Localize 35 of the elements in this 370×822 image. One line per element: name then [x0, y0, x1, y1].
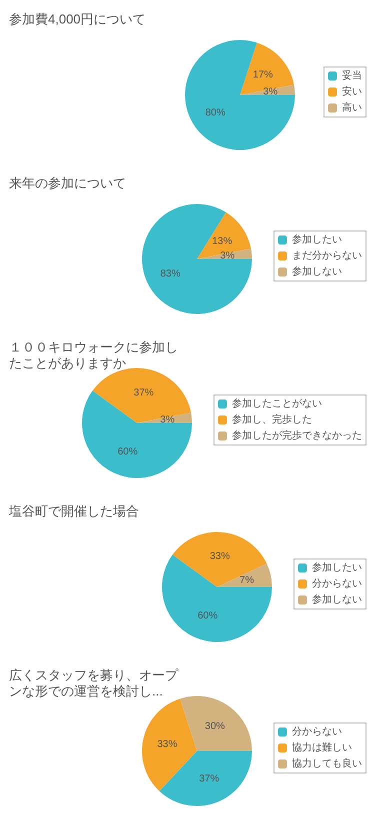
legend-label: 協力しても良い [292, 758, 362, 770]
data-label: 37% [134, 388, 154, 399]
legend-label: 参加し、完歩した [232, 414, 312, 426]
legend-label: 参加したい [292, 234, 342, 246]
legend-label: 安い [342, 86, 362, 98]
text: 参加費4,000円について [9, 12, 146, 26]
legend-label: 協力は難しい [292, 742, 352, 754]
data-label: 33% [210, 551, 230, 562]
legend-label: 高い [342, 102, 362, 114]
chart-title: 広くスタッフを募り、オープンな形での運営を検討し... [9, 668, 179, 698]
legend-label: 参加したが完歩できなかった [232, 430, 362, 442]
data-label: 37% [199, 773, 220, 784]
data-label: 7% [240, 574, 254, 586]
data-label: 60% [118, 446, 138, 458]
data-label: 33% [157, 738, 178, 750]
data-label: 3% [263, 86, 278, 98]
legend-label: 参加したい [312, 562, 362, 574]
legend-label: 分からない [292, 726, 342, 738]
legend-label: 参加したことがない [232, 398, 322, 410]
legend-label: まだ分からない [292, 250, 362, 262]
data-label: 17% [252, 69, 273, 80]
legend-label: 妥当 [342, 70, 362, 82]
data-label: 13% [212, 236, 232, 248]
chart-title: 塩谷町で開催した場合 [8, 504, 139, 518]
data-label: 83% [160, 268, 180, 280]
data-label: 30% [204, 720, 226, 732]
data-label: 3% [160, 414, 175, 426]
legend-label: 参加しない [292, 266, 342, 278]
chart-title: 来年の参加について [9, 176, 126, 190]
chart-title: １００キロウォークに参加したことがありますか [9, 340, 178, 370]
data-label: 3% [220, 250, 235, 262]
data-label: 60% [198, 610, 218, 622]
data-label: 80% [205, 107, 226, 118]
legend-label: 参加しない [312, 594, 362, 606]
legend-label: 分からない [312, 578, 362, 590]
